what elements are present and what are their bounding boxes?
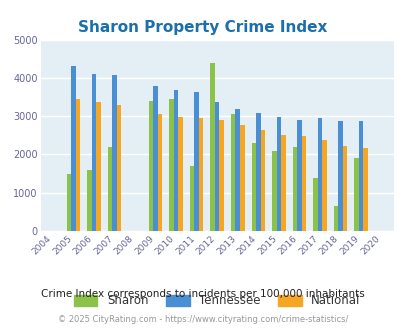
Bar: [71, 66, 75, 231]
Bar: [92, 74, 96, 231]
Bar: [117, 106, 121, 231]
Bar: [66, 174, 71, 231]
Bar: [256, 113, 260, 231]
Bar: [271, 150, 276, 231]
Bar: [362, 148, 367, 231]
Text: Sharon Property Crime Index: Sharon Property Crime Index: [78, 20, 327, 35]
Bar: [260, 130, 264, 231]
Bar: [317, 118, 321, 231]
Bar: [178, 117, 183, 231]
Bar: [292, 147, 296, 231]
Bar: [219, 120, 224, 231]
Bar: [353, 158, 358, 231]
Bar: [342, 147, 346, 231]
Text: Crime Index corresponds to incidents per 100,000 inhabitants: Crime Index corresponds to incidents per…: [41, 289, 364, 299]
Bar: [321, 140, 326, 231]
Bar: [333, 206, 337, 231]
Bar: [169, 99, 173, 231]
Bar: [210, 63, 214, 231]
Bar: [96, 102, 100, 231]
Bar: [190, 166, 194, 231]
Legend: Sharon, Tennessee, National: Sharon, Tennessee, National: [74, 294, 360, 307]
Bar: [149, 101, 153, 231]
Bar: [198, 118, 203, 231]
Bar: [276, 117, 280, 231]
Bar: [235, 109, 239, 231]
Bar: [112, 75, 117, 231]
Text: © 2025 CityRating.com - https://www.cityrating.com/crime-statistics/: © 2025 CityRating.com - https://www.city…: [58, 315, 347, 324]
Bar: [296, 119, 301, 231]
Bar: [280, 135, 285, 231]
Bar: [87, 170, 92, 231]
Bar: [107, 147, 112, 231]
Bar: [301, 136, 305, 231]
Bar: [75, 99, 80, 231]
Bar: [337, 121, 342, 231]
Bar: [153, 86, 158, 231]
Bar: [312, 178, 317, 231]
Bar: [158, 114, 162, 231]
Bar: [214, 102, 219, 231]
Bar: [194, 92, 198, 231]
Bar: [358, 121, 362, 231]
Bar: [239, 125, 244, 231]
Bar: [230, 114, 235, 231]
Bar: [173, 90, 178, 231]
Bar: [251, 143, 256, 231]
